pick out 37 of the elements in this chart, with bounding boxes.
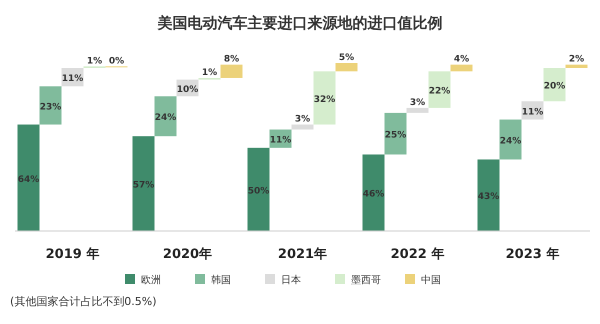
legend-label: 韩国 — [211, 274, 231, 286]
data-label: 32% — [314, 94, 336, 105]
data-label: 64% — [18, 174, 40, 185]
data-label: 8% — [224, 54, 240, 65]
data-label: 2% — [568, 54, 584, 65]
data-label: 24% — [154, 113, 176, 124]
data-label: 22% — [428, 86, 450, 97]
data-label: 3% — [410, 98, 426, 108]
data-label: 25% — [384, 130, 406, 141]
data-label: 11% — [62, 74, 84, 84]
data-label: 1% — [86, 56, 102, 66]
legend-label: 欧洲 — [141, 274, 161, 286]
legend-label: 日本 — [281, 274, 301, 286]
data-label: 43% — [478, 192, 500, 202]
x-tick-label: 2021年 — [278, 247, 328, 262]
data-label: 10% — [176, 84, 198, 95]
chart-title: 美国电动汽车主要进口来源地的进口值比例 — [156, 14, 442, 32]
x-tick-label: 2019 年 — [46, 247, 100, 262]
data-label: 57% — [132, 180, 154, 191]
data-label: 24% — [500, 136, 522, 147]
data-label: 20% — [544, 82, 566, 92]
data-label: 11% — [522, 107, 544, 118]
data-label: 4% — [454, 54, 470, 65]
legend-label: 中国 — [421, 274, 441, 286]
data-label: 11% — [270, 136, 292, 146]
data-label: 46% — [362, 190, 384, 200]
data-label: 5% — [338, 53, 354, 63]
data-label: 3% — [294, 114, 310, 125]
data-label: 50% — [248, 186, 270, 196]
text: (其他国家合计占比不到0.5%) — [10, 295, 157, 308]
data-label: 1% — [202, 68, 218, 78]
x-tick-label: 2022 年 — [390, 247, 444, 262]
data-label: 0% — [108, 56, 124, 66]
data-label: 23% — [40, 102, 62, 112]
legend-label: 墨西哥 — [351, 275, 381, 286]
x-tick-label: 2020年 — [162, 247, 212, 262]
x-tick-label: 2023 年 — [506, 247, 560, 262]
